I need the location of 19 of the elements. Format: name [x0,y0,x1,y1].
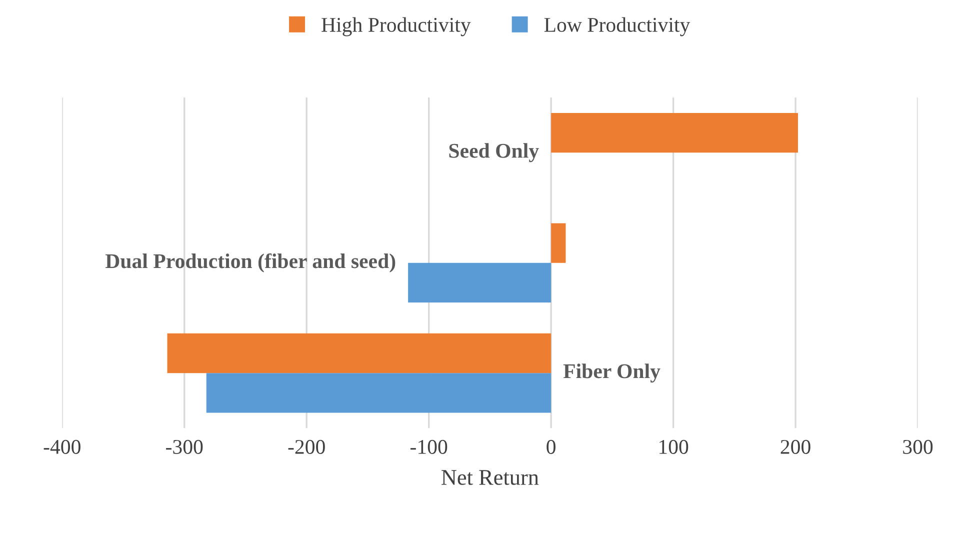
x-axis-title: Net Return [442,470,539,485]
x-tick-label: 100 [660,440,688,454]
x-tick-label: 200 [780,440,810,454]
y-tick-label: Fiber Only [563,364,660,383]
y-tick-label: Seed Only [449,143,539,162]
bar [551,112,798,153]
x-tick-label: -100 [410,440,448,454]
x-tick-label: -200 [288,440,325,454]
bar [206,373,552,413]
y-tick-label: Dual Production (fiber and seed) [105,253,396,272]
bar [551,223,566,263]
legend-label: High Productivity [322,17,471,36]
x-tick-label: -400 [44,440,80,454]
x-tick-label: 0 [546,440,556,454]
bar [167,333,552,374]
x-tick-label: 300 [903,440,933,454]
bar [408,262,552,303]
x-tick-label: -300 [166,440,203,454]
legend-label: Low Productivity [544,17,690,36]
